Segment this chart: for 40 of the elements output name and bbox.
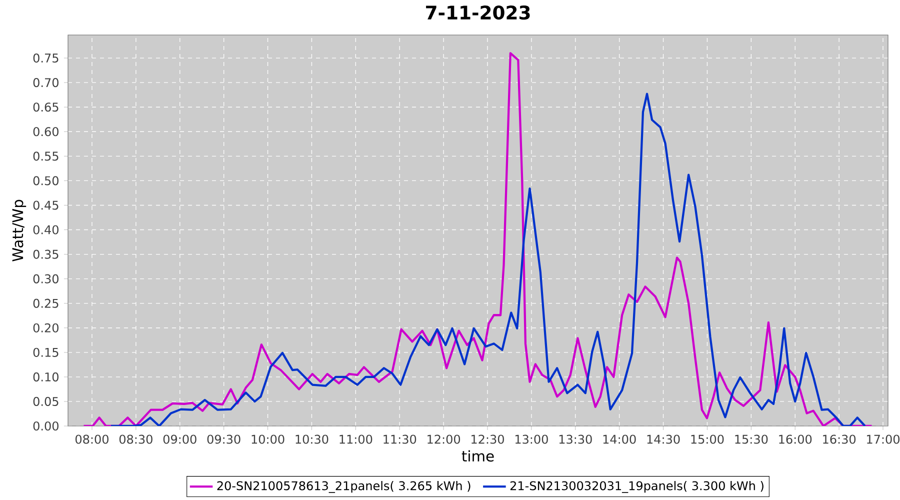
y-tick-label: 0.75 <box>33 54 58 63</box>
x-tick-label: 09:30 <box>207 434 240 444</box>
y-tick-label: 0.45 <box>33 200 58 210</box>
x-tick-label: 12:30 <box>472 434 504 444</box>
x-axis-title: time <box>462 450 494 462</box>
x-tick-label: 15:00 <box>691 434 724 444</box>
x-tick-label: 11:30 <box>384 434 416 444</box>
y-tick-label: 0.05 <box>33 396 58 406</box>
x-tick-label: 12:00 <box>428 434 460 444</box>
x-tick-label: 10:30 <box>296 434 328 444</box>
y-tick-label: 0.20 <box>33 323 58 332</box>
legend-label: 20-SN2100578613_21panels( 3.265 kWh ) <box>217 480 470 493</box>
x-tick-label: 09:00 <box>163 434 196 444</box>
y-tick-label: 0.55 <box>33 152 58 161</box>
y-tick-label: 0.15 <box>33 348 58 357</box>
x-tick-label: 14:30 <box>647 434 680 444</box>
x-tick-label: 17:00 <box>867 434 900 444</box>
x-tick-label: 14:00 <box>603 434 636 444</box>
y-tick-label: 0.10 <box>33 372 58 382</box>
y-axis-title: Watt/Wp <box>12 200 26 262</box>
x-tick-label: 08:30 <box>119 434 152 444</box>
y-tick-label: 0.35 <box>33 250 58 259</box>
x-tick-label: 13:30 <box>559 434 592 444</box>
y-tick-label: 0.50 <box>33 176 58 186</box>
legend-label: 21-SN2130032031_19panels( 3.300 kWh ) <box>510 480 764 493</box>
y-tick-label: 0.30 <box>33 274 58 284</box>
x-tick-label: 10:00 <box>252 434 284 444</box>
x-tick-label: 15:30 <box>735 434 768 444</box>
x-tick-label: 16:00 <box>779 434 812 444</box>
y-tick-label: 0.70 <box>33 78 58 88</box>
y-tick-label: 0.25 <box>33 298 58 308</box>
chart-title: 7-11-2023 <box>426 5 530 20</box>
x-tick-label: 13:00 <box>515 434 548 444</box>
y-tick-label: 0.40 <box>33 225 58 234</box>
y-tick-label: 0.65 <box>33 102 58 112</box>
y-tick-label: 0.60 <box>33 127 58 136</box>
y-tick-label: 0.00 <box>33 421 58 431</box>
x-tick-label: 08:00 <box>76 434 108 444</box>
x-tick-label: 11:00 <box>340 434 372 444</box>
x-tick-label: 16:30 <box>823 434 856 444</box>
